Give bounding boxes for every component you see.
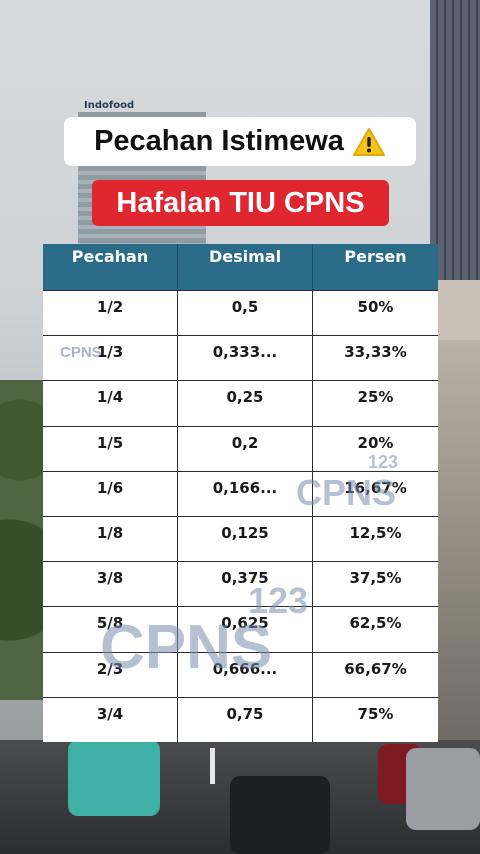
building-sign: Indofood (84, 100, 135, 111)
warning-icon (352, 127, 386, 157)
cell-percent: 62,5% (349, 614, 402, 633)
cell-fraction: 3/8 (43, 562, 178, 607)
cell-percent: 66,67% (344, 659, 407, 678)
subtitle-banner: Hafalan TIU CPNS (92, 180, 389, 226)
cell-fraction: 3/4 (43, 697, 178, 742)
table-row: 1/4 0,25 25% (43, 380, 438, 426)
cell-fraction: 1/8 (43, 516, 178, 562)
black-car (230, 776, 330, 854)
table-row: 3/8 0,375 37,5% (43, 561, 438, 607)
cell-percent: 37,5% (349, 569, 402, 588)
cell-decimal: 0,25 (178, 381, 313, 426)
silver-car (406, 748, 480, 830)
cell-percent: 25% (357, 388, 394, 407)
cell-fraction: 1/4 (43, 381, 178, 426)
table-row: 1/5 0,2 20% (43, 425, 438, 471)
right-tower (430, 0, 480, 330)
cell-percent: 33,33% (344, 343, 407, 362)
title-banner: Pecahan Istimewa (64, 117, 416, 166)
cell-decimal: 0,5 (178, 291, 313, 336)
cell-percent: 12,5% (349, 523, 402, 542)
table-row: 1/2 0,5 50% (43, 290, 438, 336)
cell-fraction: 1/2 (43, 291, 178, 336)
column-header-pecahan: Pecahan (43, 244, 178, 290)
cell-percent: 75% (357, 704, 394, 723)
cell-percent: 50% (357, 298, 394, 316)
table-row: 1/8 0,125 12,5% (43, 515, 438, 562)
cpns-watermark-small: CPNS (60, 344, 102, 361)
cell-decimal: 0,666... (178, 652, 313, 697)
cpns-watermark-medium: CPNS (296, 472, 397, 513)
lane-marking (210, 748, 215, 784)
right-building-top (438, 280, 480, 340)
table-row: 1/3 0,333... 33,33% (43, 335, 438, 381)
cell-fraction: 5/8 (43, 607, 178, 652)
column-header-persen: Persen (344, 247, 407, 266)
cell-decimal: 0,2 (178, 426, 313, 471)
right-mall (436, 340, 480, 760)
table-row: 1/6 0,166... 16,67% (43, 470, 438, 516)
table-row: 2/3 0,666... 66,67% (43, 651, 438, 697)
cell-percent: 20% (357, 433, 394, 452)
table-row: 5/8 0,625 62,5% (43, 606, 438, 652)
cell-fraction: 2/3 (43, 652, 178, 697)
cell-fraction: 1/5 (43, 426, 178, 471)
cell-decimal: 0,375 (178, 562, 313, 607)
page-title: Pecahan Istimewa (94, 125, 344, 157)
watermark-number-large: 123 (248, 580, 309, 621)
cell-fraction: 1/3 (43, 336, 178, 381)
table-row: 3/4 0,75 75% (43, 696, 438, 742)
cell-decimal: 0,333... (178, 336, 313, 381)
cell-decimal: 0,166... (178, 471, 313, 516)
cpns-watermark-large: CPNS (100, 613, 273, 682)
subtitle: Hafalan TIU CPNS (116, 186, 365, 219)
column-header-desimal: Desimal (178, 244, 313, 290)
cell-decimal: 0,625 (178, 607, 313, 652)
cell-decimal: 0,125 (178, 516, 313, 562)
fraction-table: Pecahan Desimal Persen 1/2 0,5 50% 1/3 0… (43, 244, 438, 742)
teal-car (68, 740, 160, 816)
left-trees (0, 380, 48, 700)
table-header: Pecahan Desimal Persen (43, 244, 438, 290)
cell-fraction: 1/6 (43, 471, 178, 516)
cell-decimal: 0,75 (178, 697, 313, 742)
cell-percent: 16,67% (344, 478, 407, 497)
watermark-number-medium: 123 (368, 452, 399, 472)
